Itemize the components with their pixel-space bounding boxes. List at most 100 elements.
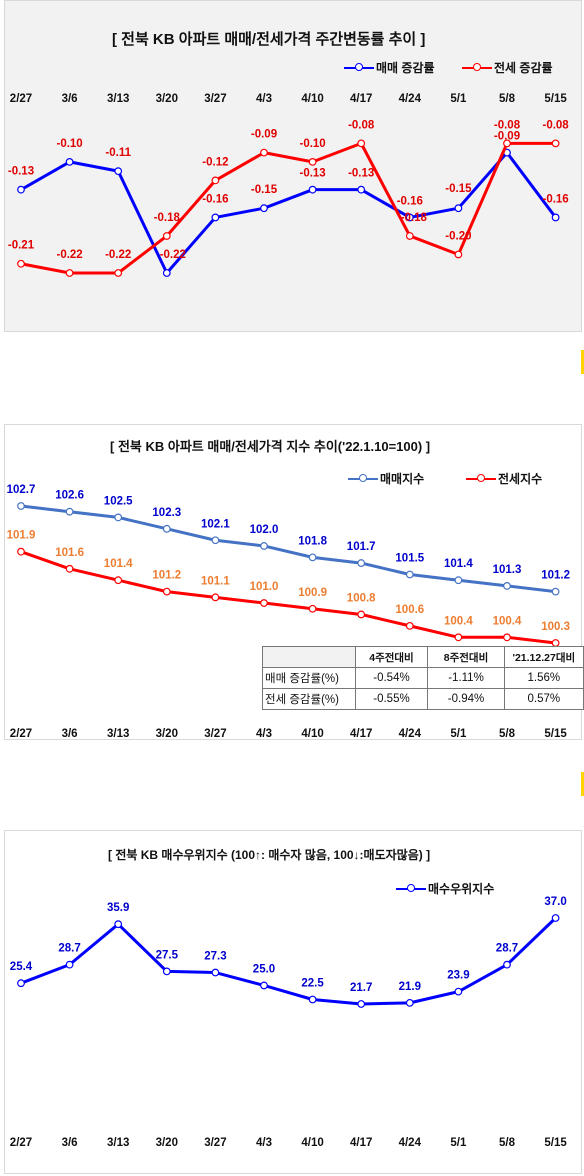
data-point — [260, 204, 268, 213]
data-label: 28.7 — [58, 943, 80, 955]
x-tick-label: 5/15 — [544, 93, 567, 105]
x-tick-label: 4/10 — [301, 93, 323, 105]
data-label: -0.16 — [397, 195, 423, 207]
legend-label: 전세지수 — [498, 472, 543, 486]
x-tick-label: 3/6 — [62, 728, 78, 740]
data-label: -0.13 — [299, 168, 325, 180]
data-label: 100.6 — [395, 604, 424, 616]
data-point — [65, 564, 74, 573]
data-point — [162, 587, 171, 596]
x-tick-label: 3/6 — [62, 93, 78, 105]
data-point — [405, 232, 414, 240]
data-label: 101.6 — [55, 547, 84, 559]
data-point — [503, 960, 511, 969]
stats-row: 전세 증감률(%) -0.55% -0.94% 0.57% — [262, 688, 584, 710]
data-label: 23.9 — [447, 970, 469, 982]
data-label: -0.16 — [542, 193, 568, 205]
data-point — [260, 599, 268, 607]
data-point — [551, 213, 560, 222]
data-point — [308, 157, 317, 166]
x-tick-label: 3/13 — [107, 93, 129, 105]
stats-row: 매매 증감률(%) -0.54% -1.11% 1.56% — [262, 667, 584, 689]
data-point — [357, 1000, 366, 1008]
data-label: -0.10 — [299, 138, 325, 150]
legend-label: 매매 증감률 — [376, 61, 435, 75]
data-point — [357, 559, 366, 567]
data-label: -0.21 — [8, 240, 35, 252]
data-label: 101.1 — [201, 575, 230, 587]
stats-row-label: 전세 증감률(%) — [262, 688, 356, 710]
data-point — [357, 185, 366, 194]
data-point — [17, 547, 25, 556]
chart2-legend-jeonse: 전세지수 — [466, 470, 542, 487]
x-tick-label: 4/24 — [399, 93, 422, 105]
x-tick-label: 5/1 — [450, 1137, 467, 1149]
data-label: 28.7 — [496, 943, 518, 955]
data-label: 100.3 — [541, 621, 570, 633]
data-label: 35.9 — [107, 902, 129, 914]
chart3-legend: 매수우위지수 — [396, 880, 494, 897]
edge-marker — [581, 350, 584, 374]
data-point — [308, 995, 317, 1004]
x-tick-label: 3/27 — [204, 728, 226, 740]
x-tick-label: 3/27 — [204, 1137, 226, 1149]
data-point — [260, 981, 268, 990]
x-tick-label: 3/13 — [107, 728, 129, 740]
legend-label: 매매지수 — [380, 472, 425, 486]
data-label: 25.4 — [10, 961, 33, 973]
data-label: 102.5 — [104, 495, 133, 507]
data-point — [260, 148, 268, 157]
data-label: -0.08 — [494, 119, 521, 131]
data-point — [211, 593, 220, 602]
stats-header: '21.12.27대비 — [503, 646, 584, 668]
data-label: 101.4 — [444, 558, 473, 570]
data-point — [65, 157, 74, 166]
data-point — [357, 610, 366, 619]
data-label: -0.13 — [348, 168, 374, 180]
x-tick-label: 3/20 — [156, 728, 178, 740]
data-point — [308, 185, 317, 194]
x-tick-label: 2/27 — [10, 1137, 32, 1149]
edge-marker — [581, 772, 584, 796]
data-point — [17, 259, 25, 268]
data-point — [551, 914, 560, 922]
weekly-change-chart-panel — [4, 0, 582, 332]
stats-cell: -0.54% — [354, 667, 429, 689]
data-label: 101.2 — [541, 570, 570, 582]
data-label: 100.8 — [347, 592, 376, 604]
data-label: -0.08 — [542, 119, 569, 131]
legend-line-icon — [396, 883, 426, 892]
data-label: 21.7 — [350, 982, 372, 994]
x-tick-label: 4/3 — [256, 728, 272, 740]
series-line — [20, 504, 556, 594]
legend-line-icon — [462, 62, 492, 71]
x-tick-label: 5/15 — [544, 1137, 567, 1149]
data-point — [17, 979, 25, 988]
data-label: 101.0 — [250, 581, 279, 593]
data-point — [17, 185, 25, 194]
data-point — [308, 604, 317, 613]
data-label: -0.20 — [445, 230, 471, 242]
series-line — [20, 550, 556, 645]
stats-header-row: 4주전대비 8주전대비 '21.12.27대비 — [262, 646, 584, 668]
data-point — [162, 524, 171, 533]
x-tick-label: 3/27 — [204, 93, 226, 105]
stats-corner — [262, 646, 356, 668]
x-tick-label: 3/20 — [156, 93, 178, 105]
data-label: -0.15 — [445, 183, 472, 195]
x-tick-label: 2/27 — [10, 93, 32, 105]
data-point — [503, 139, 511, 148]
data-point — [162, 967, 171, 976]
buyer-dominance-chart-panel — [4, 830, 582, 1174]
data-label: -0.16 — [202, 193, 228, 205]
legend-label: 전세 증감률 — [494, 61, 553, 75]
data-label: 102.0 — [250, 524, 279, 536]
data-point — [551, 139, 560, 148]
x-tick-label: 5/8 — [499, 728, 516, 740]
data-point — [357, 139, 366, 148]
data-label: 25.0 — [253, 963, 275, 975]
stats-header: 8주전대비 — [427, 646, 505, 668]
data-point — [503, 582, 511, 590]
data-point — [454, 576, 463, 585]
x-tick-label: 5/15 — [544, 728, 567, 740]
